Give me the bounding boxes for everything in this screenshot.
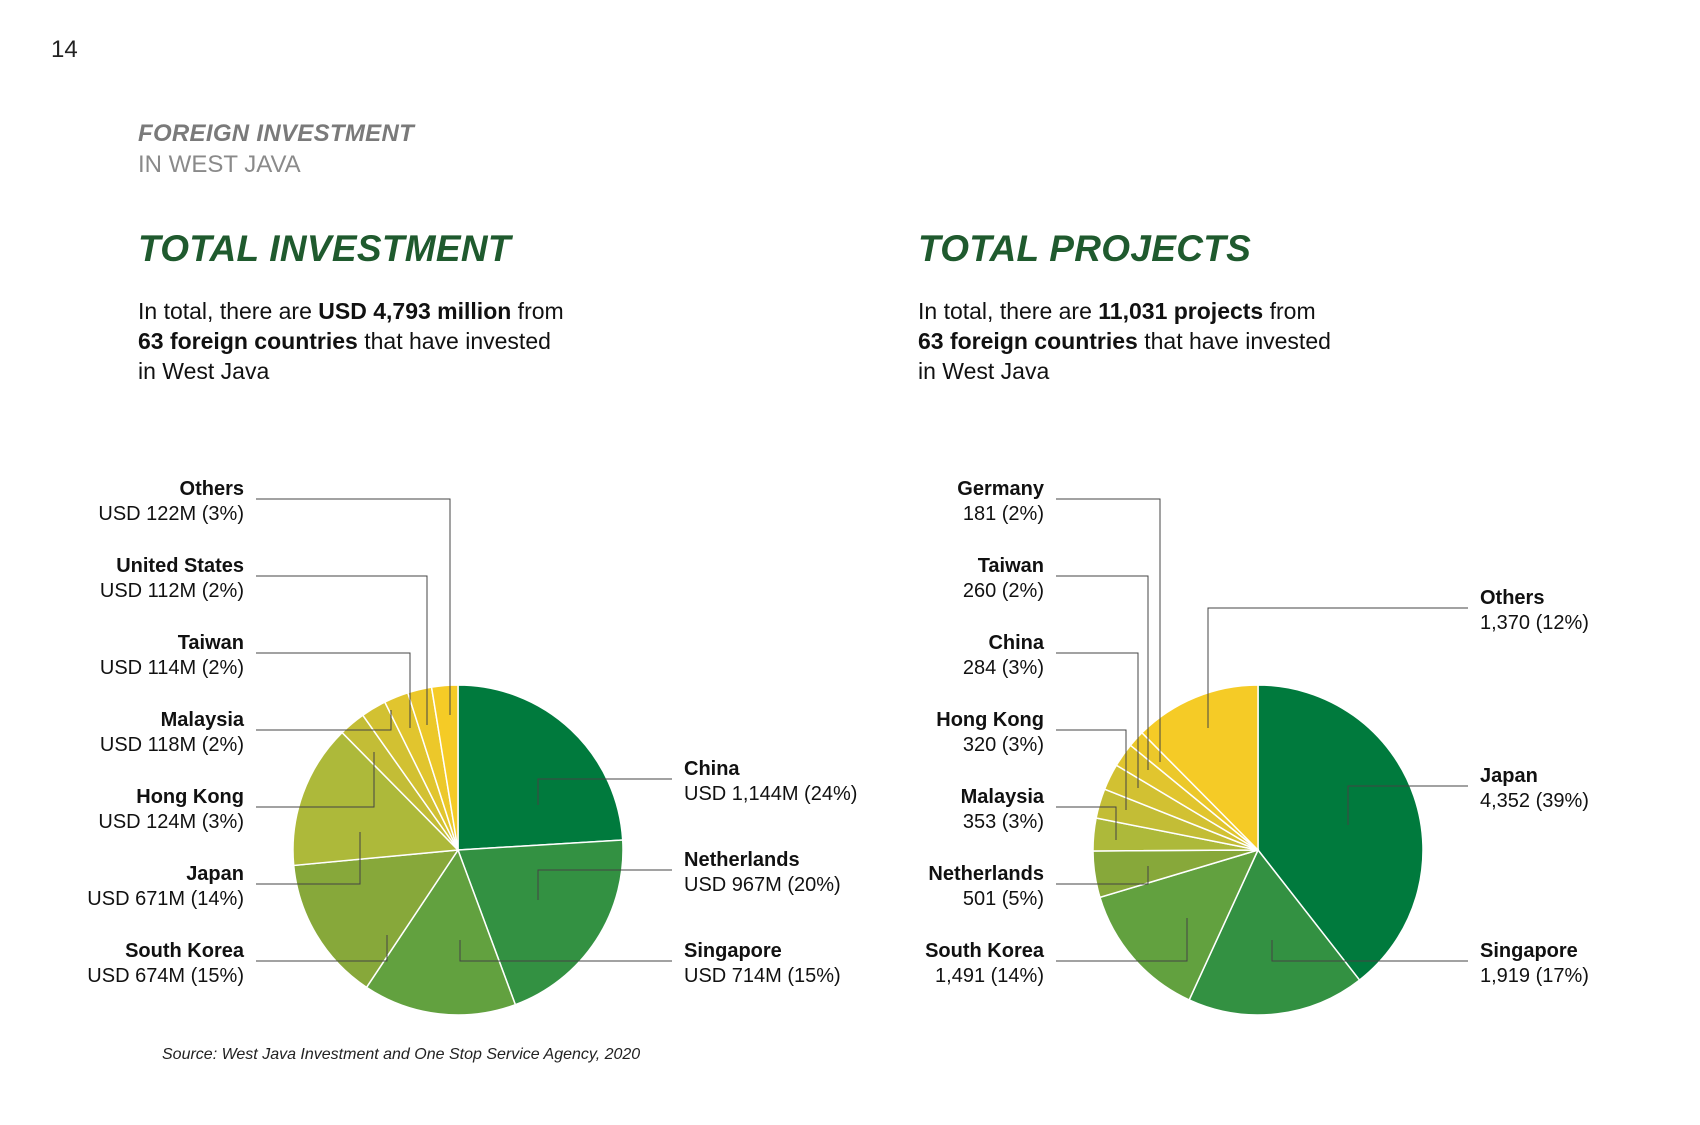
projects-value-taiwan: 260 (2%): [963, 580, 1044, 602]
investment-label-netherlands: Netherlands: [684, 849, 800, 871]
projects-leader-south-korea: [1056, 918, 1188, 962]
projects-label-malaysia: Malaysia: [961, 786, 1045, 808]
investment-value-japan: USD 671M (14%): [87, 888, 244, 910]
desc-text: In total, there are: [138, 298, 319, 324]
investment-value-singapore: USD 714M (15%): [684, 965, 841, 987]
desc-bold: USD 4,793 million: [318, 298, 512, 324]
projects-slice-japan: [1257, 684, 1424, 982]
projects-slice-singapore: [1188, 848, 1361, 1016]
projects-value-south-korea: 1,491 (14%): [935, 965, 1044, 987]
description-total-investment: In total, there are USD 4,793 million fr…: [138, 296, 658, 386]
investment-label-united-states: United States: [116, 555, 244, 577]
investment-leader-united-states: [256, 575, 428, 725]
heading-total-projects: TOTAL PROJECTS: [918, 228, 1252, 269]
projects-value-germany: 181 (2%): [963, 503, 1044, 525]
projects-leader-others: [1207, 607, 1468, 728]
investment-label-japan: Japan: [186, 863, 244, 885]
investment-label-china: China: [684, 758, 740, 780]
desc-text: that have invested: [357, 328, 551, 354]
desc-text: from: [1263, 298, 1316, 324]
projects-label-japan: Japan: [1480, 765, 1538, 787]
investment-leader-hong-kong: [256, 752, 375, 808]
page-number: 14: [51, 36, 78, 63]
projects-value-others: 1,370 (12%): [1480, 612, 1589, 634]
projects-leader-japan: [1347, 785, 1468, 825]
investment-label-hong-kong: Hong Kong: [136, 786, 244, 808]
investment-value-taiwan: USD 114M (2%): [100, 657, 244, 679]
investment-value-china: USD 1,144M (24%): [684, 783, 857, 805]
investment-value-others: USD 122M (3%): [98, 503, 244, 525]
projects-slice-south-korea: [1099, 848, 1260, 1001]
investment-leader-china: [537, 778, 672, 805]
projects-label-taiwan: Taiwan: [978, 555, 1044, 577]
investment-value-united-states: USD 112M (2%): [100, 580, 244, 602]
projects-label-singapore: Singapore: [1480, 940, 1578, 962]
projects-leader-taiwan: [1056, 575, 1149, 770]
source-note: Source: West Java Investment and One Sto…: [162, 1046, 641, 1063]
investment-label-taiwan: Taiwan: [178, 632, 244, 654]
desc-text: in West Java: [138, 358, 270, 384]
projects-leader-germany: [1056, 498, 1161, 762]
projects-leader-malaysia: [1056, 806, 1117, 840]
projects-leader-singapore: [1271, 940, 1468, 962]
desc-bold: 11,031 projects: [1098, 298, 1264, 324]
investment-leader-netherlands: [537, 869, 672, 900]
investment-slice-china: [457, 684, 624, 851]
projects-leader-netherlands: [1056, 866, 1149, 885]
investment-leader-japan: [256, 832, 361, 885]
investment-leader-south-korea: [256, 935, 388, 962]
projects-label-south-korea: South Korea: [925, 940, 1045, 962]
projects-value-japan: 4,352 (39%): [1480, 790, 1589, 812]
desc-bold: 63 foreign countries: [918, 328, 1138, 354]
investment-value-netherlands: USD 967M (20%): [684, 874, 841, 896]
investment-slice-netherlands: [456, 839, 624, 1006]
projects-value-malaysia: 353 (3%): [963, 811, 1044, 833]
section-title: FOREIGN INVESTMENT IN WEST JAVA: [138, 118, 414, 180]
desc-text: from: [511, 298, 564, 324]
projects-label-netherlands: Netherlands: [928, 863, 1044, 885]
projects-leader-china: [1056, 652, 1139, 788]
section-title-line1: FOREIGN INVESTMENT: [138, 120, 415, 147]
desc-text: In total, there are: [918, 298, 1099, 324]
heading-total-investment: TOTAL INVESTMENT: [138, 228, 511, 269]
investment-slice-japan: [292, 731, 460, 867]
projects-value-china: 284 (3%): [963, 657, 1044, 679]
projects-label-hong-kong: Hong Kong: [936, 709, 1044, 731]
investment-leader-taiwan: [256, 652, 411, 728]
projects-leader-hong-kong: [1056, 729, 1127, 810]
projects-label-germany: Germany: [957, 478, 1045, 500]
desc-text: that have invested: [1137, 328, 1331, 354]
description-total-projects: In total, there are 11,031 projects from…: [918, 296, 1438, 386]
projects-value-netherlands: 501 (5%): [963, 888, 1044, 910]
projects-value-hong-kong: 320 (3%): [963, 734, 1044, 756]
projects-label-others: Others: [1480, 587, 1544, 609]
investment-label-singapore: Singapore: [684, 940, 782, 962]
investment-leader-others: [256, 498, 451, 715]
investment-label-south-korea: South Korea: [125, 940, 245, 962]
investment-leader-malaysia: [256, 710, 392, 731]
section-title-line2: IN WEST JAVA: [138, 151, 301, 179]
projects-label-china: China: [988, 632, 1044, 654]
desc-bold: 63 foreign countries: [138, 328, 358, 354]
investment-slice-others: [430, 684, 459, 851]
investment-leader-singapore: [459, 940, 672, 962]
investment-value-hong-kong: USD 124M (3%): [98, 811, 244, 833]
projects-value-singapore: 1,919 (17%): [1480, 965, 1589, 987]
desc-text: in West Java: [918, 358, 1050, 384]
investment-label-others: Others: [180, 478, 244, 500]
investment-slice-singapore: [365, 848, 517, 1016]
investment-label-malaysia: Malaysia: [161, 709, 245, 731]
investment-value-malaysia: USD 118M (2%): [100, 734, 244, 756]
investment-value-south-korea: USD 674M (15%): [87, 965, 244, 987]
